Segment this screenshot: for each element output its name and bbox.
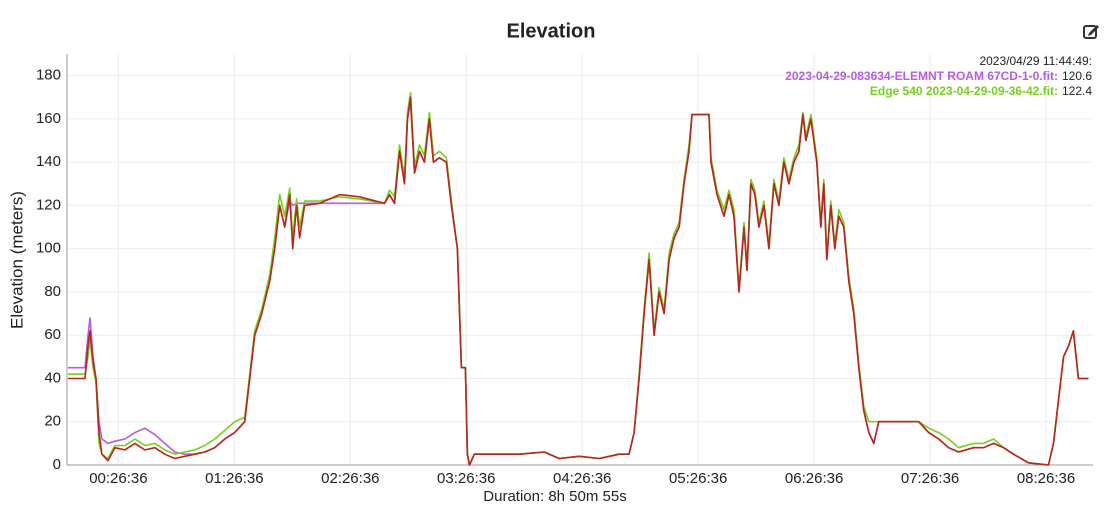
y-axis-label: Elevation (meters) <box>7 191 26 329</box>
tooltip-entry: 2023-04-29-083634-ELEMNT ROAM 67CD-1-0.f… <box>785 69 1092 83</box>
x-tick-label: 02:26:36 <box>321 470 379 487</box>
tooltip-entry: Edge 540 2023-04-29-09-36-42.fit: 122.4 <box>870 84 1092 98</box>
x-tick-label: 08:26:36 <box>1017 470 1075 487</box>
x-tick-label: 03:26:36 <box>437 470 495 487</box>
tooltip-label: 2023-04-29-083634-ELEMNT ROAM 67CD-1-0.f… <box>785 69 1058 83</box>
chart-title: Elevation <box>507 20 596 42</box>
tooltip-label: Edge 540 2023-04-29-09-36-42.fit: <box>870 84 1058 98</box>
y-tick-label: 140 <box>36 153 61 170</box>
y-tick-label: 100 <box>36 240 61 257</box>
x-tick-label: 01:26:36 <box>205 470 263 487</box>
grid <box>67 54 1093 466</box>
y-tick-label: 20 <box>44 413 61 430</box>
y-tick-label: 180 <box>36 67 61 84</box>
x-tick-label: 06:26:36 <box>785 470 843 487</box>
y-tick-label: 120 <box>36 196 61 213</box>
x-tick-label: 00:26:36 <box>89 470 147 487</box>
series-line <box>68 100 1089 466</box>
y-tick-label: 60 <box>44 326 61 343</box>
y-tick-label: 160 <box>36 110 61 127</box>
tooltip-value: 120.6 <box>1062 69 1092 83</box>
x-axis-label: Duration: 8h 50m 55s <box>483 488 626 505</box>
tooltip-value: 122.4 <box>1062 84 1092 98</box>
y-tick-label: 40 <box>44 369 61 386</box>
y-tick-label: 80 <box>44 283 61 300</box>
y-tick-label: 0 <box>53 456 61 473</box>
x-tick-label: 04:26:36 <box>553 470 611 487</box>
tooltip-time: 2023/04/29 11:44:49: <box>979 54 1092 68</box>
x-tick-label: 07:26:36 <box>901 470 959 487</box>
x-tick-label: 05:26:36 <box>669 470 727 487</box>
series-line <box>68 92 1089 466</box>
edit-icon[interactable] <box>1083 25 1099 39</box>
series-line <box>68 96 1089 466</box>
